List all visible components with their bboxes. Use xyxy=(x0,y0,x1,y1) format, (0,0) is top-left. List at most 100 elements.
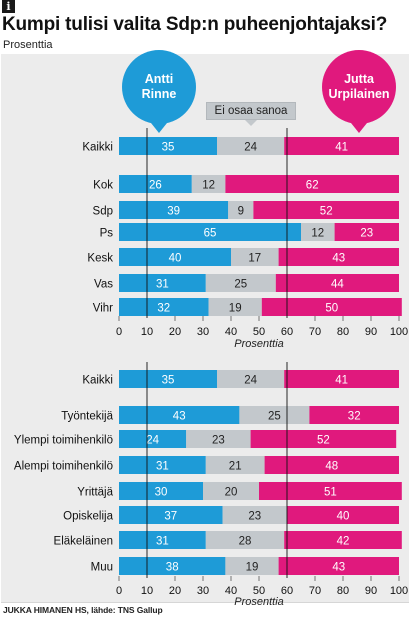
bar-urpilainen xyxy=(334,223,399,241)
bar-urpilainen xyxy=(284,370,399,388)
bar-neutral xyxy=(217,137,285,155)
data-label: 24 xyxy=(146,435,159,447)
tick-label: 60 xyxy=(281,326,293,338)
data-label: 42 xyxy=(337,536,350,548)
data-label: 24 xyxy=(244,142,257,154)
top-bar: i xyxy=(0,0,411,13)
bar-urpilainen xyxy=(261,298,402,316)
legend-neutral-box: Ei osaa sanoa xyxy=(206,102,296,126)
bar-urpilainen xyxy=(264,456,399,474)
data-label: 37 xyxy=(164,511,177,523)
category-label: Muu xyxy=(91,562,113,574)
tick-label: 0 xyxy=(116,326,122,338)
bar-rinne xyxy=(119,201,229,219)
data-label: 23 xyxy=(360,228,373,240)
chart-subtitle: Prosenttia xyxy=(3,39,53,51)
bar-neutral xyxy=(186,430,251,448)
bar-neutral xyxy=(231,248,279,266)
legend-urpilainen-label: Jutta Urpilainen xyxy=(328,72,390,101)
tick-label: 100 xyxy=(390,326,408,338)
data-label: 31 xyxy=(156,536,169,548)
tick-label: 80 xyxy=(337,326,349,338)
bar-neutral xyxy=(217,370,285,388)
data-label: 25 xyxy=(234,279,247,291)
data-label: 17 xyxy=(248,253,261,265)
tick-label: 90 xyxy=(365,585,377,597)
tick-label: 40 xyxy=(225,585,237,597)
data-label: 38 xyxy=(166,562,179,574)
tick-label: 40 xyxy=(225,326,237,338)
tick-label: 30 xyxy=(197,326,209,338)
data-label: 24 xyxy=(244,375,257,387)
legend-neutral-pointer xyxy=(245,120,257,126)
data-label: 52 xyxy=(317,435,330,447)
bar-neutral xyxy=(208,298,262,316)
data-label: 50 xyxy=(325,303,338,315)
tick-label: 90 xyxy=(365,326,377,338)
tick-label: 20 xyxy=(169,326,181,338)
source-credit: JUKKA HIMANEN HS, lähde: TNS Gallup xyxy=(3,605,163,615)
data-label: 32 xyxy=(348,411,361,423)
category-label: Kesk xyxy=(87,253,113,265)
bar-rinne xyxy=(119,370,217,388)
category-label: Vas xyxy=(94,279,113,291)
data-label: 9 xyxy=(238,206,244,218)
bar-rinne xyxy=(119,557,226,575)
tick-label: 0 xyxy=(116,585,122,597)
bar-urpilainen xyxy=(275,274,399,292)
bar-rinne xyxy=(119,456,206,474)
category-label: Alempi toimihenkilö xyxy=(14,461,113,473)
bar-rinne xyxy=(119,430,187,448)
data-label: 51 xyxy=(324,487,337,499)
tick-label: 10 xyxy=(141,585,153,597)
data-label: 35 xyxy=(162,375,175,387)
info-icon[interactable]: i xyxy=(2,0,15,13)
tick-label: 60 xyxy=(281,585,293,597)
data-label: 65 xyxy=(204,228,217,240)
data-label: 41 xyxy=(335,142,348,154)
bar-neutral xyxy=(205,274,276,292)
legend-urpilainen-pointer xyxy=(351,123,367,133)
data-label: 43 xyxy=(332,562,345,574)
data-label: 12 xyxy=(311,228,324,240)
data-label: 48 xyxy=(325,461,338,473)
tick-label: 70 xyxy=(309,326,321,338)
bar-neutral xyxy=(203,482,259,500)
bar-neutral xyxy=(225,557,279,575)
bar-neutral xyxy=(222,506,287,524)
data-label: 21 xyxy=(229,461,242,473)
data-label: 62 xyxy=(306,180,319,192)
x-axis-label: Prosenttia xyxy=(234,596,284,608)
data-label: 40 xyxy=(337,511,350,523)
tick-label: 100 xyxy=(390,585,408,597)
bar-rinne xyxy=(119,137,217,155)
bar-urpilainen xyxy=(253,201,399,219)
data-label: 31 xyxy=(156,461,169,473)
tick-label: 20 xyxy=(169,585,181,597)
data-label: 39 xyxy=(167,206,180,218)
bar-urpilainen xyxy=(284,531,402,549)
data-label: 25 xyxy=(268,411,281,423)
data-label: 32 xyxy=(157,303,170,315)
data-label: 43 xyxy=(173,411,186,423)
tick-label: 70 xyxy=(309,585,321,597)
category-label: Kaikki xyxy=(82,142,113,154)
legend-rinne-pointer xyxy=(151,123,167,133)
bar-neutral xyxy=(239,406,310,424)
legend-neutral-label: Ei osaa sanoa xyxy=(214,105,288,117)
data-label: 19 xyxy=(246,562,259,574)
data-label: 43 xyxy=(332,253,345,265)
category-label: Eläkeläinen xyxy=(54,536,113,548)
tick-label: 10 xyxy=(141,326,153,338)
bar-urpilainen xyxy=(259,482,402,500)
data-label: 26 xyxy=(149,180,162,192)
data-label: 40 xyxy=(169,253,182,265)
x-axis-label: Prosenttia xyxy=(234,338,284,350)
data-label: 23 xyxy=(248,511,261,523)
category-label: Kok xyxy=(93,180,113,192)
data-label: 31 xyxy=(156,279,169,291)
category-label: Vihr xyxy=(93,303,113,315)
data-label: 30 xyxy=(155,487,168,499)
bar-rinne xyxy=(119,506,223,524)
